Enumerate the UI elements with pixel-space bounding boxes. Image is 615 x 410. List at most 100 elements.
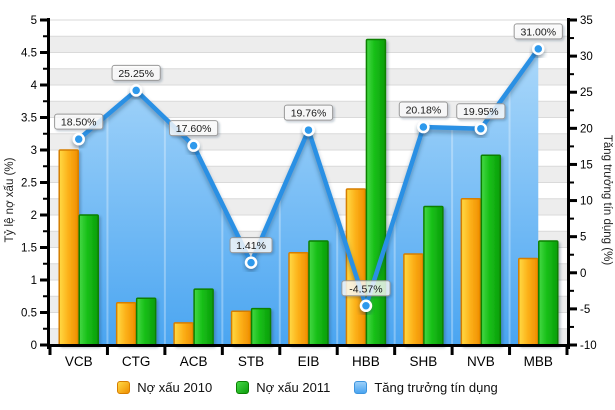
category-label-HBB: HBB — [352, 354, 380, 369]
legend-item-no-xau-2010[interactable]: Nợ xấu 2010 — [117, 380, 212, 395]
bar-no-xau-2010-VCB[interactable] — [58, 149, 79, 346]
svg-text:18.50%: 18.50% — [61, 117, 97, 129]
bar-no-xau-2011-ACB[interactable] — [193, 288, 214, 346]
x-axis-tick — [105, 347, 109, 355]
bar-no-xau-2010-SHB[interactable] — [403, 253, 424, 346]
left-axis-tick-label: 4.5 — [21, 48, 37, 60]
bar-no-xau-2011-CTG[interactable] — [135, 297, 157, 346]
right-axis-minor-tick — [570, 109, 574, 112]
marker-ACB[interactable] — [187, 139, 200, 152]
bar-no-xau-2011-STB[interactable] — [250, 307, 272, 346]
right-axis-minor-tick — [570, 217, 574, 220]
bar-no-xau-2011-MBB[interactable] — [538, 240, 559, 346]
marker-EIB[interactable] — [302, 123, 315, 137]
right-axis-tick — [570, 18, 577, 22]
bar-no-xau-2010-HBB[interactable] — [345, 188, 367, 346]
left-axis-tick-label: 2.5 — [21, 178, 37, 190]
plot-band — [50, 52, 567, 69]
x-axis-line — [47, 344, 570, 347]
right-axis-title: Tăng trưởng tín dụng (%) — [601, 135, 613, 265]
left-axis-tick-label: 2 — [31, 210, 37, 222]
legend-label-tang-truong-tin-dung: Tăng trưởng tín dụng — [374, 380, 498, 395]
marker-VCB[interactable] — [72, 132, 85, 146]
marker-SHB[interactable] — [417, 120, 430, 134]
left-axis-minor-tick — [43, 165, 47, 168]
bar-no-xau-2010-EIB[interactable] — [288, 251, 309, 346]
right-axis-tick-label: -5 — [580, 304, 590, 316]
marker-STB[interactable] — [244, 256, 258, 269]
left-axis-tick-label: 3 — [31, 145, 37, 157]
plot-band — [50, 20, 567, 37]
x-axis-tick — [565, 347, 569, 355]
bar-no-xau-2010-STB[interactable] — [230, 310, 252, 346]
left-axis-minor-tick — [43, 327, 47, 330]
point-label-VCB: 18.50% — [54, 113, 104, 130]
left-axis-title: Tỷ lệ nợ xấu (%) — [4, 157, 16, 242]
right-axis-tick — [570, 307, 577, 311]
marker-NVB[interactable] — [474, 122, 488, 135]
left-axis-tick — [40, 83, 47, 87]
bar-no-xau-2010-ACB[interactable] — [173, 322, 194, 346]
plot-band — [50, 68, 567, 85]
x-axis-tick — [48, 347, 52, 355]
x-axis-tick — [220, 347, 224, 355]
legend: Nợ xấu 2010 Nợ xấu 2011 Tăng trưởng tín … — [0, 380, 615, 395]
left-axis-tick — [40, 213, 47, 217]
right-axis-tick — [570, 54, 577, 58]
bar-no-xau-2010-CTG[interactable] — [115, 302, 137, 346]
left-axis-tick-label: 3.5 — [21, 113, 37, 125]
right-axis-minor-tick — [570, 253, 574, 256]
left-axis-tick-label: 0.5 — [21, 308, 37, 320]
marker-CTG[interactable] — [129, 84, 143, 97]
plot-band — [50, 36, 567, 53]
svg-text:20.18%: 20.18% — [406, 105, 442, 117]
category-label-CTG: CTG — [122, 354, 151, 369]
left-axis-minor-tick — [43, 230, 47, 233]
left-axis-tick-label: 0 — [31, 340, 37, 352]
marker-HBB[interactable] — [359, 299, 373, 313]
svg-text:25.25%: 25.25% — [118, 68, 154, 80]
legend-swatch-no-xau-2010 — [117, 381, 131, 394]
right-axis-tick — [570, 235, 577, 239]
left-axis-minor-tick — [43, 35, 47, 38]
left-axis-minor-tick — [43, 67, 47, 70]
right-axis-minor-tick — [570, 289, 574, 292]
category-label-ACB: ACB — [180, 354, 208, 369]
bar-no-xau-2011-NVB[interactable] — [480, 154, 502, 346]
point-label-MBB: 31.00% — [513, 23, 563, 40]
svg-text:31.00%: 31.00% — [520, 26, 556, 38]
left-axis-tick — [40, 18, 47, 22]
point-label-ACB: 17.60% — [169, 120, 219, 137]
plot-band — [50, 85, 567, 102]
right-axis-minor-tick — [570, 145, 574, 148]
point-label-STB: 1.41% — [229, 237, 273, 254]
bar-no-xau-2010-MBB[interactable] — [518, 257, 539, 346]
right-axis-tick-label: 15 — [580, 159, 593, 171]
right-axis-minor-tick — [570, 37, 574, 40]
right-axis-tick-label: 10 — [580, 196, 593, 208]
svg-text:17.60%: 17.60% — [176, 123, 212, 135]
left-axis-tick — [40, 311, 47, 314]
right-axis-tick-label: 20 — [580, 123, 593, 135]
bar-no-xau-2011-EIB[interactable] — [308, 240, 329, 346]
marker-MBB[interactable] — [532, 42, 545, 56]
left-axis-minor-tick — [43, 295, 47, 298]
legend-label-no-xau-2010: Nợ xấu 2010 — [137, 380, 213, 395]
left-axis-tick-label: 5 — [31, 15, 37, 27]
bar-no-xau-2011-SHB[interactable] — [423, 205, 444, 346]
left-axis-tick-label: 1 — [31, 275, 37, 287]
legend-swatch-tang-truong-tin-dung — [354, 381, 368, 394]
legend-item-no-xau-2011[interactable]: Nợ xấu 2011 — [236, 380, 330, 395]
left-axis-minor-tick — [43, 197, 47, 200]
legend-item-tang-truong-tin-dung[interactable]: Tăng trưởng tín dụng — [354, 380, 498, 395]
bar-no-xau-2010-NVB[interactable] — [460, 198, 482, 346]
left-axis-minor-tick — [43, 100, 47, 103]
point-label-SHB: 20.18% — [398, 101, 448, 118]
svg-text:-4.57%: -4.57% — [349, 283, 382, 295]
left-axis-line — [47, 18, 50, 349]
left-axis-minor-tick — [43, 262, 47, 265]
point-label-NVB: 19.95% — [456, 103, 506, 120]
left-axis-tick-label: 4 — [31, 80, 38, 92]
bar-no-xau-2011-VCB[interactable] — [78, 214, 99, 346]
